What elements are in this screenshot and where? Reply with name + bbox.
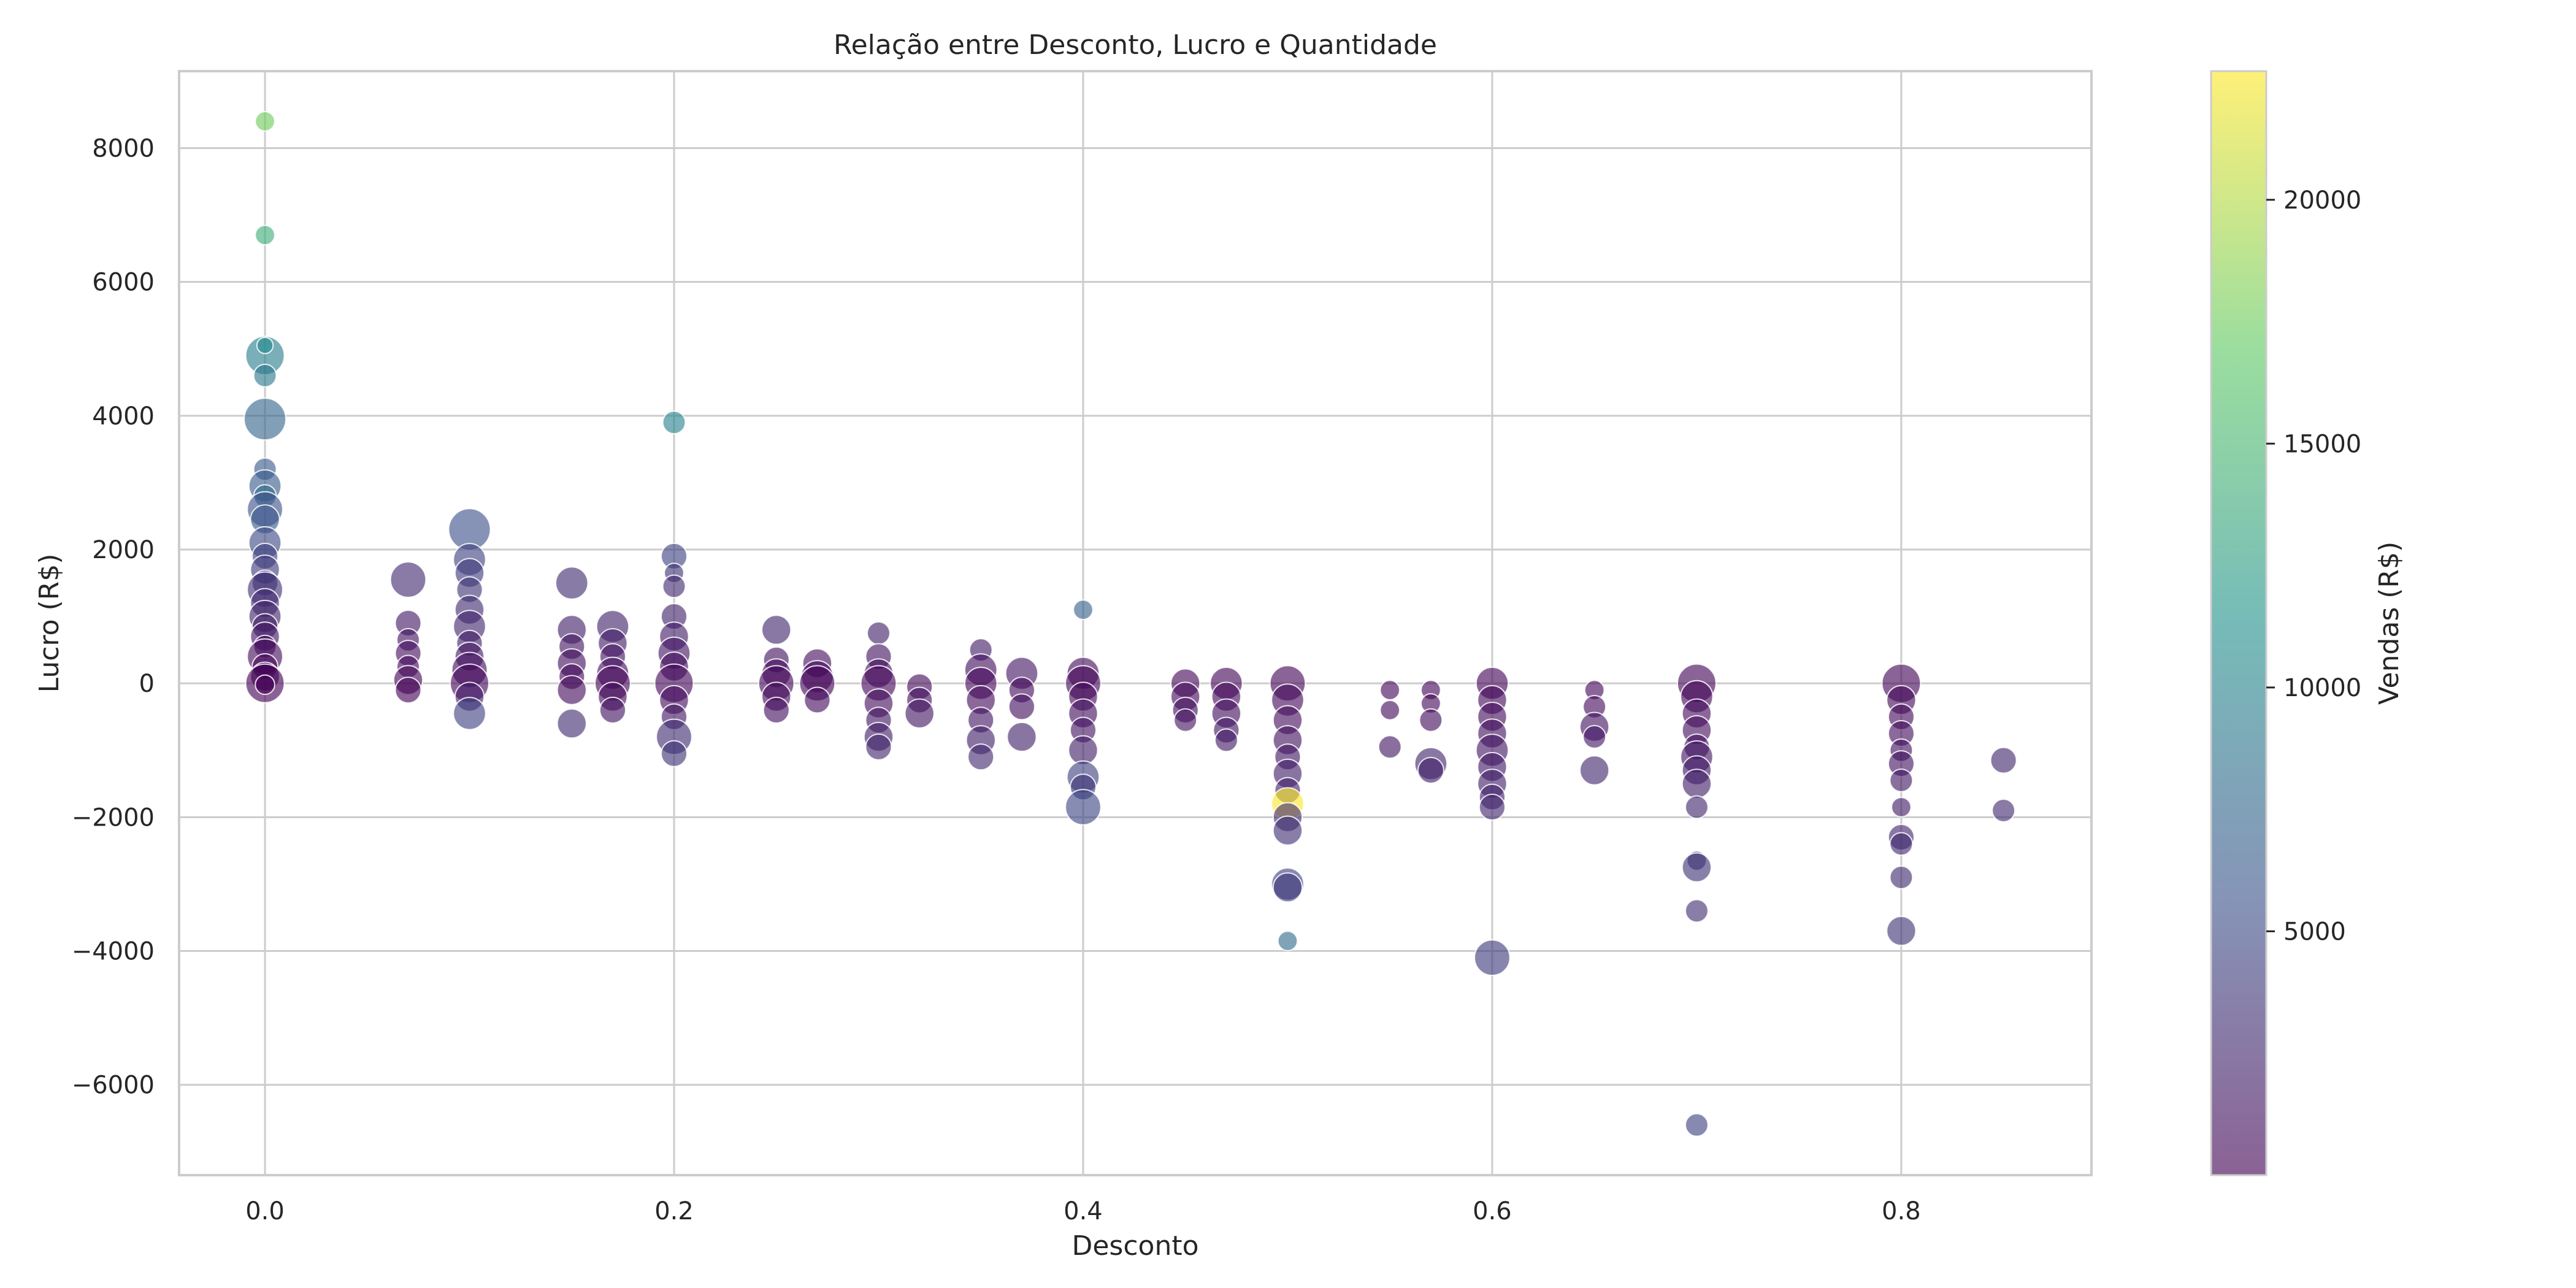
data-point	[1073, 599, 1094, 620]
x-tick-label: 0.8	[1882, 1197, 1921, 1225]
data-point	[556, 675, 587, 705]
data-point	[867, 621, 891, 645]
y-tick-label: 2000	[92, 536, 155, 564]
data-point	[1277, 930, 1298, 951]
data-point	[255, 224, 275, 246]
colorbar-ticks: 5000 10000 15000 20000	[2266, 186, 2361, 946]
data-point	[599, 696, 626, 724]
data-point	[662, 574, 686, 599]
colorbar-tick-label: 15000	[2283, 430, 2361, 458]
data-point	[803, 686, 831, 714]
x-tick-label: 0.2	[654, 1197, 694, 1225]
x-axis-label: Desconto	[1071, 1230, 1198, 1262]
data-point	[1990, 746, 2017, 774]
colorbar-gradient	[2210, 70, 2267, 1176]
data-point	[1417, 757, 1444, 784]
y-axis-label: Lucro (R$)	[34, 554, 65, 693]
data-point	[1272, 815, 1303, 846]
data-point	[1478, 794, 1506, 821]
grid-lines	[179, 71, 2091, 1175]
x-tick-label: 0.0	[245, 1197, 285, 1225]
data-point	[389, 561, 427, 598]
data-point	[1006, 721, 1037, 753]
data-point	[1684, 795, 1709, 819]
data-point	[255, 674, 275, 696]
data-point	[1681, 769, 1712, 799]
data-point	[1886, 916, 1917, 946]
data-point	[255, 111, 275, 132]
data-point	[555, 566, 589, 600]
data-point	[1889, 768, 1914, 792]
data-point	[1173, 708, 1198, 732]
data-point	[1991, 799, 2016, 822]
data-point	[1684, 1113, 1709, 1137]
colorbar-tick-label: 20000	[2283, 186, 2361, 215]
chart-title: Relação entre Desconto, Lucro e Quantida…	[834, 29, 1437, 61]
y-ticks: −6000 −4000 −2000 0 2000 4000 6000 8000	[72, 134, 155, 1099]
data-point	[1582, 725, 1607, 749]
colorbar-tick-label: 5000	[2283, 918, 2346, 946]
data-point	[762, 696, 790, 724]
data-point	[865, 733, 892, 761]
y-tick-label: −4000	[72, 938, 155, 966]
x-tick-label: 0.4	[1064, 1197, 1103, 1225]
data-point	[556, 708, 587, 739]
data-point	[1891, 797, 1912, 818]
data-point	[256, 337, 274, 355]
data-point	[1379, 700, 1400, 721]
y-tick-label: 6000	[92, 269, 155, 297]
data-point	[1272, 872, 1303, 903]
data-point	[1379, 680, 1400, 700]
data-point	[1008, 693, 1035, 721]
data-point	[1214, 728, 1238, 753]
y-tick-label: 4000	[92, 402, 155, 431]
data-point	[662, 410, 686, 435]
data-point	[904, 698, 935, 729]
data-point	[661, 740, 688, 767]
y-tick-label: 0	[139, 670, 155, 698]
data-point	[1579, 755, 1610, 786]
data-point	[1889, 865, 1914, 889]
data-point	[1684, 899, 1709, 923]
y-tick-label: −6000	[72, 1071, 155, 1100]
data-point	[761, 615, 792, 645]
y-tick-label: −2000	[72, 803, 155, 832]
colorbar-tick-label: 10000	[2283, 674, 2361, 702]
data-point	[394, 677, 422, 704]
x-tick-label: 0.6	[1473, 1197, 1512, 1225]
data-point	[1681, 852, 1712, 883]
data-point	[253, 363, 277, 388]
data-point	[453, 697, 486, 730]
plot-frame	[178, 70, 2093, 1176]
data-points	[243, 111, 2017, 1137]
data-point	[243, 397, 287, 441]
data-point	[1889, 832, 1914, 856]
data-point	[967, 743, 995, 771]
colorbar-label: Vendas (R$)	[2374, 542, 2405, 705]
data-point	[1065, 789, 1102, 826]
x-ticks: 0.0 0.2 0.4 0.6 0.8	[245, 1197, 1920, 1225]
data-point	[1419, 708, 1443, 732]
colorbar: 5000 10000 15000 20000 Vendas (R$)	[2210, 70, 2405, 1176]
y-tick-label: 8000	[92, 134, 155, 163]
data-point	[1378, 735, 1402, 759]
data-point	[1474, 939, 1511, 976]
